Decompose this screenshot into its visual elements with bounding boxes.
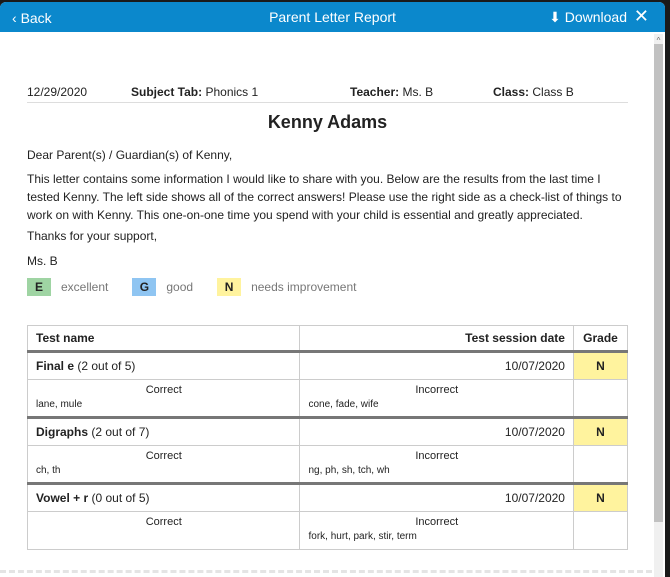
test-name: Digraphs (36, 425, 89, 439)
correct-answers: ch, th (36, 465, 61, 476)
page-break (0, 570, 652, 573)
correct-label: Correct (145, 450, 182, 462)
scrollbar-thumb[interactable] (654, 44, 663, 522)
correct-answers: lane, mule (36, 399, 83, 410)
test-date: 10/07/2020 (299, 482, 574, 512)
col-grade: Grade (572, 325, 629, 352)
correct-label: Correct (145, 384, 182, 396)
header-bar: ‹ Back Parent Letter Report ⬇ Download ✕ (0, 2, 665, 32)
test-detail-row: Correct ch, th Incorrect ng, ph, sh, tch, w… (26, 445, 629, 484)
test-score: (2 out of 5) (77, 359, 136, 373)
test-score: (2 out of 7) (91, 425, 150, 439)
incorrect-label: Incorrect (415, 450, 459, 462)
scroll-up-icon[interactable]: ^ (656, 36, 661, 45)
results-table: Test name Test session date Grade Final e … (26, 325, 629, 550)
student-name: Kenny Adams (267, 112, 388, 132)
back-button[interactable]: ‹ Back (12, 10, 52, 26)
class: Class: Class B (493, 85, 574, 99)
report-date: 12/29/2020 (27, 85, 88, 99)
test-row: Digraphs (2 out of 7) 10/07/2020 N (26, 416, 629, 446)
legend-swatch-excellent: E (27, 278, 51, 296)
chevron-left-icon: ‹ (12, 10, 21, 26)
grade-badge: N (572, 350, 629, 380)
meta-row: 12/29/2020 Subject Tab: Phonics 1 Teache… (27, 85, 628, 103)
incorrect-answers: fork, hurt, park, stir, term (308, 531, 417, 542)
legend-label: needs improvement (251, 280, 357, 294)
test-detail-row: Correct Incorrect fork, hurt, park, stir, … (26, 511, 629, 550)
col-date: Test session date (299, 325, 574, 352)
signature: Ms. B (27, 254, 58, 268)
thanks: Thanks for your support, (27, 229, 158, 243)
download-icon: ⬇ (549, 9, 565, 25)
test-date: 10/07/2020 (299, 350, 574, 380)
test-score: (0 out of 5) (91, 491, 150, 505)
legend-swatch-good: G (132, 278, 157, 296)
subject-tab: Subject Tab: Phonics 1 (131, 85, 259, 99)
teacher: Teacher: Ms. B (350, 85, 434, 99)
test-row: Vowel + r (0 out of 5) 10/07/2020 N (26, 482, 629, 512)
test-row: Final e (2 out of 5) 10/07/2020 N (26, 350, 629, 380)
test-name: Final e (36, 359, 75, 373)
incorrect-label: Incorrect (415, 516, 459, 528)
close-icon[interactable]: ✕ (633, 6, 649, 26)
test-detail-row: Correct lane, mule Incorrect cone, fade, wi… (26, 379, 629, 418)
legend-label: excellent (61, 280, 109, 294)
legend-swatch-needs-improvement: N (217, 278, 242, 296)
incorrect-answers: cone, fade, wife (308, 399, 379, 410)
grade-badge: N (572, 482, 629, 512)
test-date: 10/07/2020 (299, 416, 574, 446)
legend-label: good (166, 280, 194, 294)
incorrect-answers: ng, ph, sh, tch, wh (308, 465, 390, 476)
scrollbar[interactable]: ^ (654, 34, 663, 577)
download-button[interactable]: ⬇ Download (549, 9, 627, 25)
test-name: Vowel + r (36, 491, 89, 505)
page-title: Parent Letter Report (269, 9, 396, 25)
col-test-name: Test name (26, 325, 301, 352)
incorrect-label: Incorrect (415, 384, 459, 396)
greeting: Dear Parent(s) / Guardian(s) of Kenny, (27, 148, 233, 162)
correct-label: Correct (145, 516, 182, 528)
letter-body: This letter contains some information I … (27, 172, 622, 222)
grade-badge: N (572, 416, 629, 446)
